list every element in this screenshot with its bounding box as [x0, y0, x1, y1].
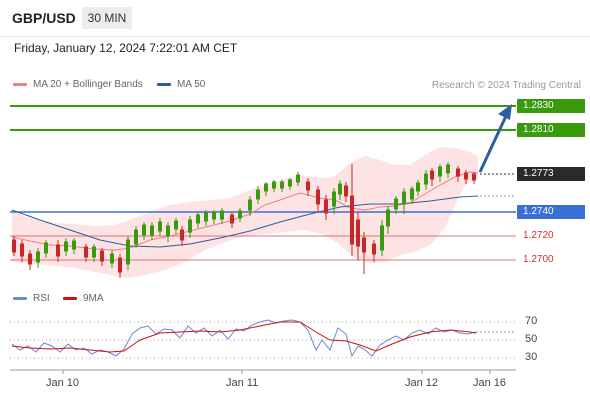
ma20-line	[11, 171, 479, 251]
ma20-swatch	[13, 83, 27, 86]
rsi-tick-30: 30	[525, 351, 538, 363]
chart-header: GBP/USD 30 MIN	[0, 0, 590, 37]
x-label-jan16: Jan 16	[473, 377, 507, 389]
rsi-ma-line	[11, 321, 477, 353]
symbol-label: GBP/USD	[12, 10, 76, 26]
ma50-label: MA 50	[177, 79, 206, 90]
last-price-badge: 1.2773	[517, 167, 585, 181]
forecast-arrow	[478, 104, 512, 173]
copyright-label: Research © 2024 Trading Central	[431, 80, 581, 91]
pivot-badge: 1.2740	[517, 205, 585, 219]
rsi-swatch	[13, 297, 27, 300]
datetime-label: Friday, January 12, 2024 7:22:01 AM CET	[14, 41, 238, 55]
rsi-panel	[10, 319, 516, 359]
x-label-jan10: Jan 10	[46, 377, 80, 389]
rsi-ma-label: 9MA	[83, 293, 104, 304]
rsi-tick-50: 50	[525, 333, 538, 345]
timeframe-button[interactable]: 30 MIN	[82, 7, 132, 29]
candles	[12, 162, 476, 278]
x-axis	[10, 369, 516, 374]
ma20-label: MA 20 + Bollinger Bands	[33, 79, 143, 90]
resistance-2-badge: 1.2830	[517, 99, 585, 113]
rsi-label: RSI	[33, 293, 50, 304]
support-2-label: 1.2700	[523, 254, 554, 265]
resistance-1-badge: 1.2810	[517, 123, 585, 137]
x-label-jan11: Jan 11	[226, 377, 259, 389]
ma50-swatch	[157, 83, 171, 86]
rsi-legend-item: RSI	[13, 293, 50, 304]
ma50-line	[11, 195, 479, 248]
rsi-ma-swatch	[63, 297, 77, 300]
legend-ma20: MA 20 + Bollinger Bands	[13, 79, 143, 90]
rsi-tick-70: 70	[525, 315, 538, 327]
support-1-label: 1.2720	[523, 230, 554, 241]
rsi-ma-legend-item: 9MA	[63, 293, 104, 304]
x-label-jan12: Jan 12	[405, 377, 439, 389]
legend-ma50: MA 50	[157, 79, 205, 90]
